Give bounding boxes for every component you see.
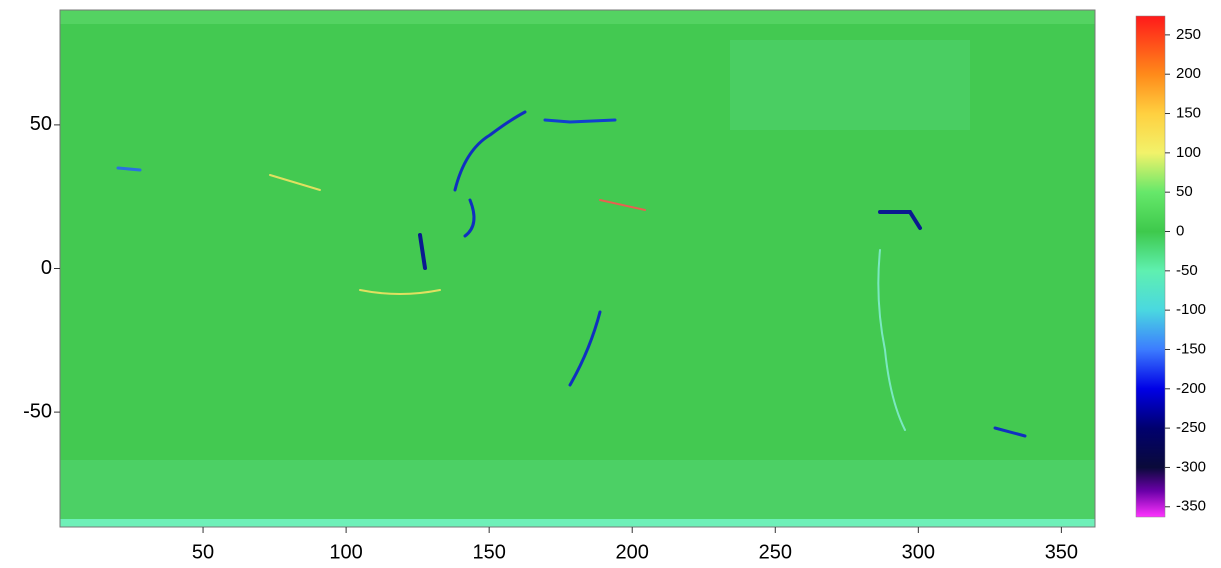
- colorbar-tick-label: -150: [1176, 340, 1206, 357]
- x-tick-label: 150: [472, 541, 505, 563]
- y-tick-label: 0: [41, 257, 52, 279]
- x-tick-label: 50: [192, 541, 214, 563]
- colorbar-tick-label: -250: [1176, 419, 1206, 436]
- x-tick-label: 250: [759, 541, 792, 563]
- y-tick-label: -50: [23, 400, 52, 422]
- chart: 50 100 150 200 250 300 350 -50 0 50 -350 -300 -250 -2…: [0, 0, 1221, 568]
- field-band: [60, 519, 1095, 527]
- colorbar-tick-label: -200: [1176, 380, 1206, 397]
- colorbar: [1136, 16, 1165, 517]
- field-band: [60, 460, 1095, 520]
- colorbar-tick-label: -50: [1176, 262, 1198, 279]
- colorbar-tick-label: 0: [1176, 222, 1184, 239]
- colorbar-tick-label: 150: [1176, 104, 1201, 121]
- x-tick-label: 100: [329, 541, 362, 563]
- x-tick-label: 200: [616, 541, 649, 563]
- x-tick-label: 350: [1045, 541, 1078, 563]
- colorbar-tick-label: 250: [1176, 26, 1201, 43]
- colorbar-tick-label: -300: [1176, 458, 1206, 475]
- field-patch: [730, 40, 970, 130]
- colorbar-tick-label: 100: [1176, 144, 1201, 161]
- colorbar-tick-label: 50: [1176, 183, 1193, 200]
- colorbar-tick-label: -350: [1176, 498, 1206, 515]
- colorbar-tick-label: -100: [1176, 301, 1206, 318]
- x-tick-label: 300: [902, 541, 935, 563]
- map-field: [60, 10, 1095, 527]
- colorbar-tick-label: 200: [1176, 65, 1201, 82]
- field-band: [60, 10, 1095, 24]
- y-tick-label: 50: [30, 113, 52, 135]
